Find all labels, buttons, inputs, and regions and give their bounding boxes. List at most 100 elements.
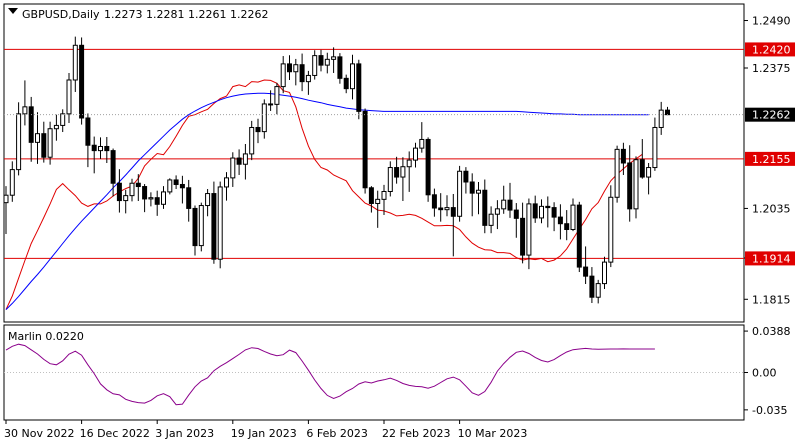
candle	[167, 178, 173, 195]
horizontal-levels	[4, 48, 744, 259]
candle-body	[66, 79, 72, 115]
candle	[135, 174, 141, 201]
candle	[324, 52, 330, 74]
candle	[312, 50, 318, 80]
candle-body	[362, 110, 368, 189]
candle	[41, 121, 47, 163]
candle	[337, 53, 343, 84]
candle-body	[179, 183, 185, 189]
candle	[305, 70, 311, 95]
candle-body	[242, 153, 248, 165]
candle-body	[595, 283, 601, 298]
candle-body	[539, 205, 544, 219]
candle-body	[450, 207, 456, 217]
candle-body	[526, 203, 532, 256]
candle-body	[545, 205, 551, 209]
candle-body	[261, 103, 267, 133]
candle	[507, 182, 513, 218]
level-tag	[745, 151, 795, 166]
time-tick-label: 30 Nov 2022	[4, 427, 74, 440]
candle-body	[469, 181, 475, 194]
candle-body	[665, 109, 670, 116]
candle-body	[356, 63, 362, 112]
candle-body	[658, 109, 664, 128]
candle	[652, 117, 658, 171]
candle-body	[337, 56, 343, 79]
current-price-tag-label: 1.2262	[752, 109, 791, 122]
symbol-label: GBPUSD,Daily	[22, 8, 100, 21]
candle	[66, 72, 72, 123]
candle-body	[9, 169, 15, 196]
candle-body	[602, 261, 607, 285]
candle-body	[400, 166, 406, 178]
candle-body	[110, 150, 116, 184]
candle-body	[431, 194, 437, 209]
candle-body	[494, 208, 500, 215]
candle	[356, 59, 362, 120]
candle	[255, 118, 261, 144]
candle	[595, 279, 601, 304]
candle-body	[324, 58, 330, 66]
candle-body	[211, 193, 217, 260]
level-tag-label: 1.1914	[752, 252, 791, 265]
candle	[173, 175, 179, 190]
candle-body	[614, 148, 620, 198]
candle	[463, 167, 469, 194]
candle-body	[488, 213, 494, 226]
candle-body	[305, 74, 311, 83]
time-tick-label: 6 Feb 2023	[306, 427, 367, 440]
candle-body	[633, 159, 639, 210]
level-tag-label: 1.2155	[752, 153, 791, 166]
candle	[557, 204, 563, 240]
candle	[413, 142, 418, 168]
candle-body	[318, 55, 324, 66]
candle-body	[513, 209, 519, 219]
candle-body	[413, 147, 418, 161]
osc-tick-label: 0.0388	[752, 325, 791, 338]
candle	[91, 136, 97, 174]
candle-body	[142, 186, 148, 200]
candle	[179, 175, 185, 204]
candle	[249, 120, 255, 161]
candle	[387, 161, 393, 197]
price-panel-border	[3, 3, 745, 323]
candle	[633, 156, 639, 219]
candle	[293, 58, 299, 86]
candle-body	[53, 124, 59, 130]
time-tick-label: 10 Mar 2023	[458, 427, 528, 440]
candle-body	[476, 189, 481, 194]
candle-body	[652, 126, 658, 169]
candle	[154, 190, 160, 216]
candle	[381, 184, 387, 216]
candle	[224, 172, 229, 201]
candle-body	[457, 170, 463, 217]
candle-body	[91, 144, 97, 152]
candle	[161, 186, 166, 209]
candle	[450, 193, 456, 257]
candle-body	[419, 138, 425, 149]
candle	[242, 144, 248, 180]
candle	[148, 192, 154, 207]
candle-body	[236, 157, 242, 165]
candle-body	[557, 216, 563, 225]
candle	[476, 181, 481, 215]
candle-body	[463, 170, 469, 183]
candle-body	[205, 193, 211, 207]
candle-body	[22, 106, 28, 115]
candle-body	[217, 186, 223, 260]
candle	[501, 185, 507, 214]
collapse-triangle-icon[interactable]	[8, 8, 18, 14]
candle-body	[350, 63, 355, 90]
osc-tick-label: 0.00	[752, 367, 777, 380]
candle-body	[135, 182, 141, 188]
ma-line-fast	[5, 79, 643, 310]
candle-body	[28, 106, 34, 143]
candle	[116, 169, 122, 213]
candle-body	[173, 179, 179, 185]
candle-body	[186, 187, 192, 209]
candle-body	[589, 275, 595, 298]
candle	[331, 47, 337, 73]
candle	[482, 179, 488, 234]
candle-body	[198, 205, 204, 247]
